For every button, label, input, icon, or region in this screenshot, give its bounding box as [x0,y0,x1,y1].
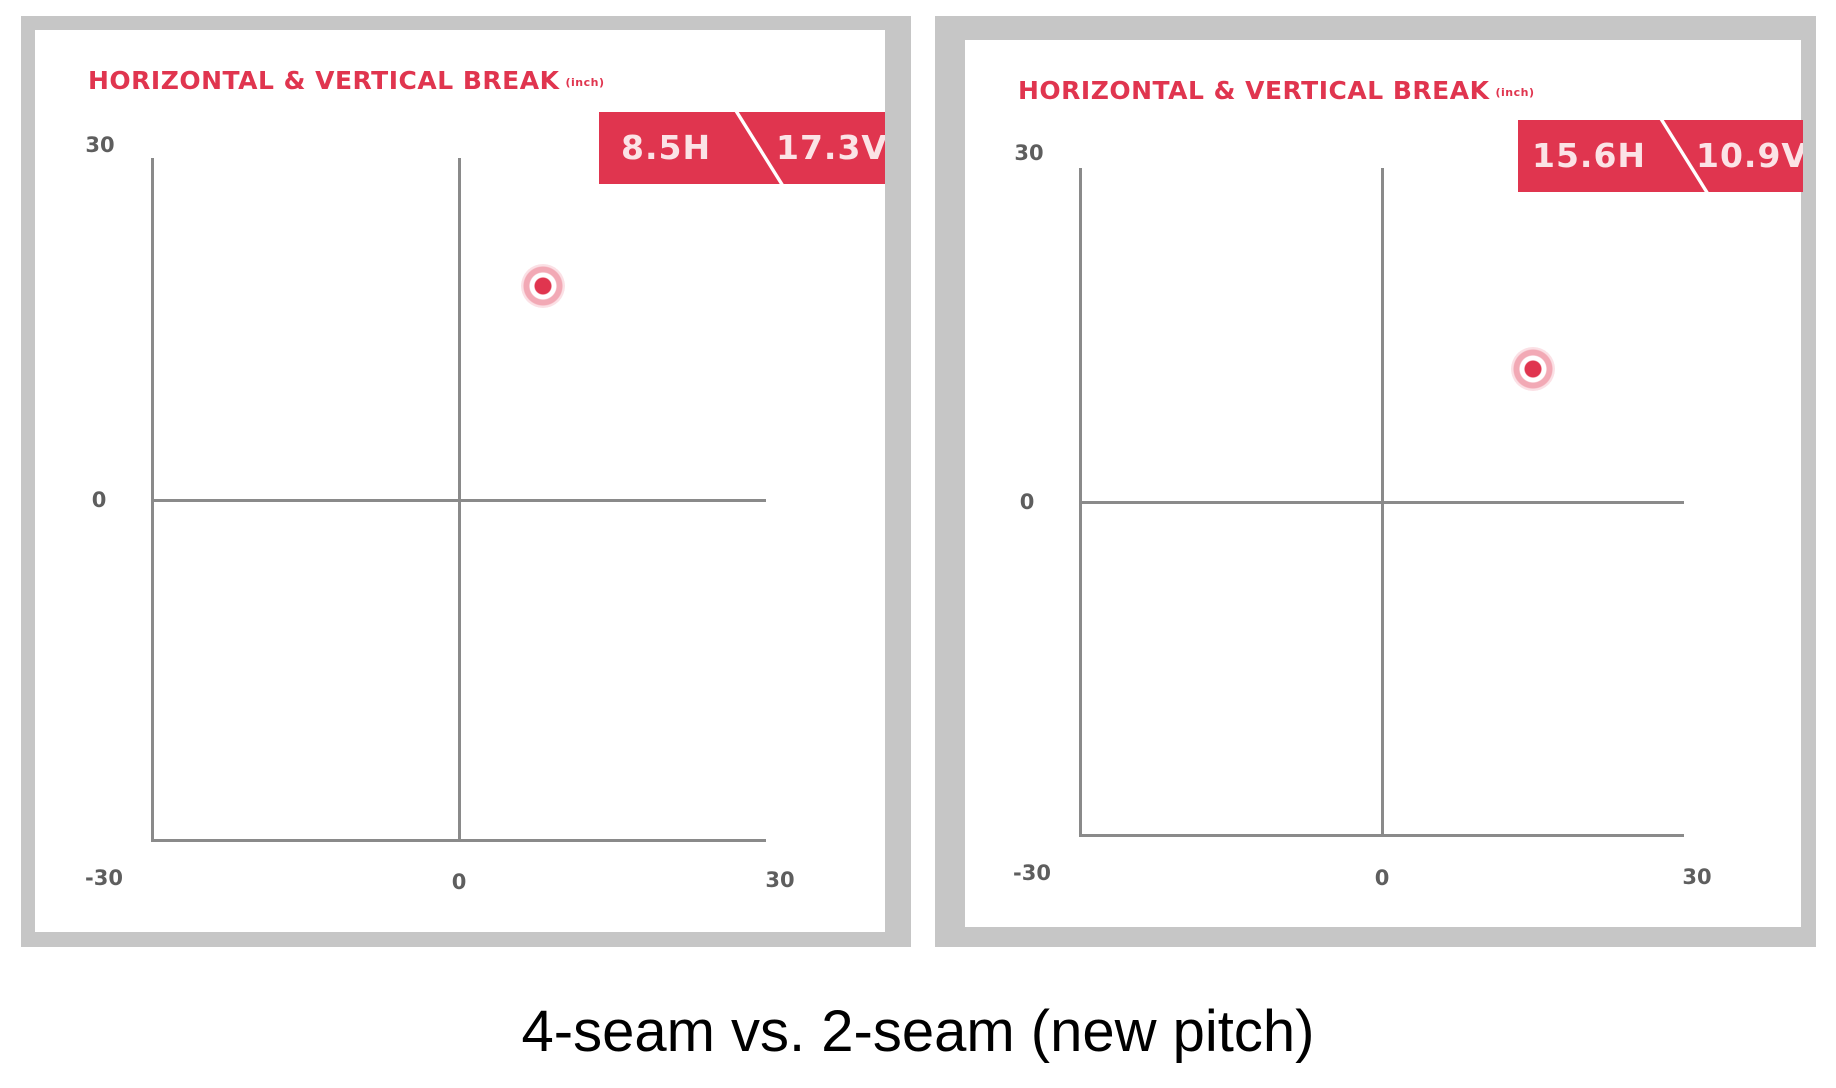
x-tick-neg30: -30 [85,866,123,890]
x-tick-30: 30 [1682,865,1712,889]
chart-title-unit: (inch) [565,75,605,89]
horizontal-break-value: 8.5H [621,128,712,167]
x-tick-neg30: -30 [1013,861,1051,885]
chart-title-unit: (inch) [1495,85,1535,99]
y-tick-0: 0 [1019,490,1035,514]
data-point-4-seam [521,264,565,308]
chart-title-text: HORIZONTAL & VERTICAL BREAK [88,66,560,95]
data-point-2-seam [1511,347,1555,391]
horizontal-break-value: 15.6H [1532,136,1647,175]
chart-title-text: HORIZONTAL & VERTICAL BREAK [1018,76,1490,105]
zero-horizontal-line [1079,501,1684,504]
y-tick-30: 30 [85,133,115,157]
chart-title: HORIZONTAL & VERTICAL BREAK (inch) [1018,76,1535,105]
vertical-break-value: 17.3V [776,128,885,167]
vertical-break-value: 10.9V [1696,136,1803,175]
figure-caption: 4-seam vs. 2-seam (new pitch) [521,999,1315,1064]
zero-horizontal-line [151,499,766,502]
x-tick-0: 0 [1374,866,1390,890]
y-tick-0: 0 [91,488,107,512]
break-badge: 8.5H 17.3V [599,112,885,184]
x-tick-0: 0 [451,870,467,894]
chart-title: HORIZONTAL & VERTICAL BREAK (inch) [88,66,605,95]
y-tick-30: 30 [1014,141,1044,165]
break-badge: 15.6H 10.9V [1518,120,1803,192]
x-tick-30: 30 [765,868,795,892]
